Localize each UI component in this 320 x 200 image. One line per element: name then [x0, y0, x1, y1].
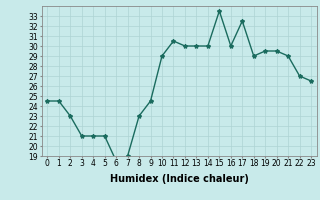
X-axis label: Humidex (Indice chaleur): Humidex (Indice chaleur) — [110, 174, 249, 184]
